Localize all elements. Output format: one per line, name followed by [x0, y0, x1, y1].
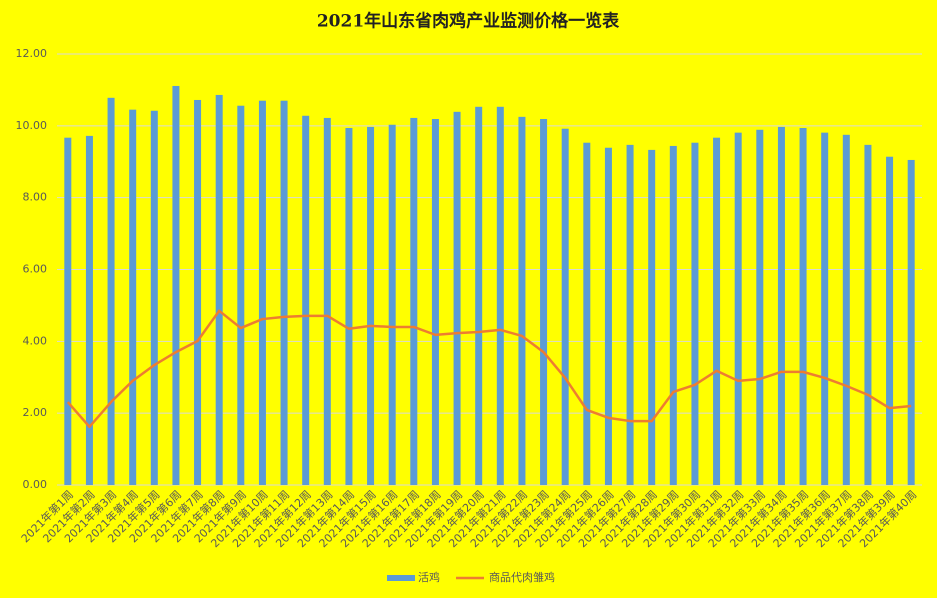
bar — [886, 156, 894, 485]
bar — [540, 119, 548, 486]
bar — [799, 127, 807, 485]
bar — [756, 129, 764, 485]
bar — [734, 132, 742, 485]
bar — [280, 100, 288, 486]
bar — [388, 124, 396, 486]
bar — [345, 127, 353, 485]
bar — [431, 119, 439, 486]
bar — [691, 142, 699, 485]
bar — [561, 128, 569, 485]
y-tick-label: 12.00 — [16, 47, 48, 60]
bar — [410, 117, 418, 485]
legend-swatch — [387, 575, 415, 581]
bar — [323, 117, 331, 485]
bar — [107, 97, 115, 486]
bar — [237, 105, 245, 485]
bar — [150, 110, 158, 485]
bar — [85, 135, 93, 485]
bar — [194, 99, 202, 486]
bar — [669, 145, 677, 486]
bar — [258, 100, 266, 486]
bar — [475, 106, 483, 486]
bar — [172, 85, 180, 486]
y-tick-label: 10.00 — [16, 119, 48, 132]
bar — [367, 126, 375, 486]
chart-title: 2021年山东省肉鸡产业监测价格一览表 — [317, 11, 620, 32]
y-tick-label: 8.00 — [23, 191, 48, 204]
bar — [604, 147, 612, 485]
bar — [453, 111, 461, 485]
bar — [583, 142, 591, 485]
y-tick-label: 0.00 — [23, 478, 48, 491]
bar — [864, 144, 872, 485]
bar — [777, 126, 785, 486]
bar — [842, 134, 850, 485]
legend-label: 活鸡 — [418, 570, 440, 584]
y-tick-label: 2.00 — [23, 406, 48, 419]
bar — [64, 137, 72, 485]
legend-label: 商品代肉雏鸡 — [489, 570, 555, 584]
bar — [518, 116, 526, 486]
bar — [713, 137, 721, 485]
bar — [821, 132, 829, 485]
bar — [496, 106, 504, 486]
y-tick-label: 6.00 — [23, 263, 48, 276]
bar — [626, 144, 634, 485]
y-tick-label: 4.00 — [23, 334, 48, 347]
bar — [215, 94, 223, 485]
bar — [302, 115, 310, 485]
bar — [648, 149, 656, 485]
line — [66, 309, 912, 429]
bar — [129, 109, 137, 485]
bar — [907, 159, 915, 485]
